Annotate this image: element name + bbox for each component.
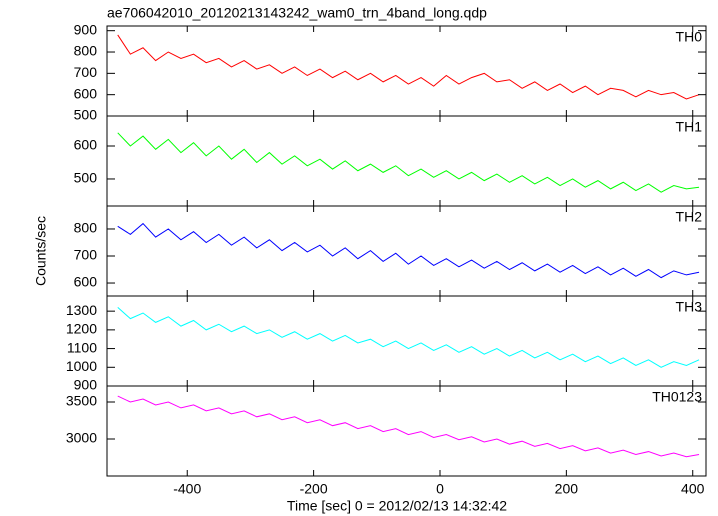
panel-frame <box>106 295 707 387</box>
y-tick-label: 600 <box>74 274 98 290</box>
chart-title: ae706042010_20120213143242_wam0_trn_4ban… <box>107 5 487 21</box>
y-tick-label: 600 <box>74 85 98 101</box>
x-tick-label: 0 <box>436 481 444 497</box>
data-line <box>117 132 700 193</box>
y-tick-label: 800 <box>74 220 98 236</box>
y-tick-label: 3500 <box>66 393 97 409</box>
x-tick-label: -200 <box>300 481 328 497</box>
y-tick-label: 500 <box>74 107 98 123</box>
panel-frame <box>106 205 707 297</box>
y-tick-label: 1000 <box>66 358 97 374</box>
y-tick-label: 900 <box>74 21 98 37</box>
y-tick-label: 1300 <box>66 302 97 318</box>
legend-label: TH2 <box>676 209 703 225</box>
y-tick-label: 800 <box>74 43 98 59</box>
y-axis-label: Counts/sec <box>33 216 49 286</box>
legend-label: TH1 <box>676 119 703 135</box>
panel-frame <box>106 25 707 117</box>
data-line <box>117 222 700 279</box>
data-line <box>117 395 700 458</box>
x-tick-label: 200 <box>555 481 579 497</box>
data-line <box>117 307 700 368</box>
x-tick-label: 400 <box>681 481 705 497</box>
y-tick-label: 3000 <box>66 430 97 446</box>
legend-label: TH3 <box>676 299 703 315</box>
y-tick-label: 700 <box>74 64 98 80</box>
y-tick-label: 600 <box>74 137 98 153</box>
legend-label: TH0123 <box>652 389 702 405</box>
panel-frame <box>106 115 707 207</box>
legend-label: TH0 <box>676 29 703 45</box>
y-tick-label: 1200 <box>66 321 97 337</box>
y-tick-label: 500 <box>74 170 98 186</box>
y-tick-label: 700 <box>74 247 98 263</box>
data-line <box>117 34 700 100</box>
x-tick-label: -400 <box>173 481 201 497</box>
y-tick-label: 900 <box>74 377 98 393</box>
y-tick-label: 1100 <box>67 339 97 355</box>
x-axis-label: Time [sec] 0 = 2012/02/13 14:32:42 <box>287 498 507 514</box>
panel-frame <box>106 385 707 477</box>
